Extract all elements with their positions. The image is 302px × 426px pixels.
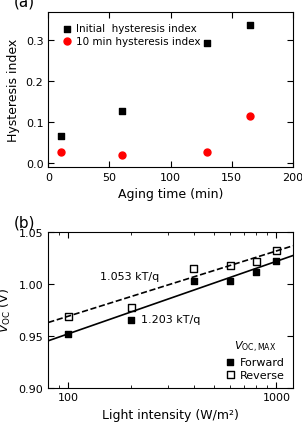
Initial  hysteresis index	[58, 134, 63, 141]
Reverse	[191, 265, 196, 272]
X-axis label: Light intensity (W/m²): Light intensity (W/m²)	[102, 408, 239, 421]
Text: 1.203 kT/q: 1.203 kT/q	[141, 314, 201, 325]
Text: (b): (b)	[14, 215, 36, 230]
Text: (a): (a)	[14, 0, 35, 10]
10 min hysteresis index	[119, 152, 124, 159]
Forward	[274, 258, 279, 265]
Y-axis label: Hysteresis index: Hysteresis index	[7, 39, 20, 142]
Legend: Initial  hysteresis index, 10 min hysteresis index: Initial hysteresis index, 10 min hystere…	[58, 21, 204, 50]
Forward	[228, 278, 233, 285]
Reverse	[274, 248, 279, 255]
Reverse	[129, 305, 133, 311]
Legend: Forward, Reverse: Forward, Reverse	[223, 337, 288, 382]
Forward	[254, 268, 259, 275]
Initial  hysteresis index	[205, 41, 210, 48]
10 min hysteresis index	[205, 149, 210, 155]
10 min hysteresis index	[58, 149, 63, 155]
Forward	[129, 317, 133, 324]
Reverse	[228, 262, 233, 269]
Y-axis label: $V_{\mathrm{OC}}$ (V): $V_{\mathrm{OC}}$ (V)	[0, 288, 13, 333]
Forward	[191, 278, 196, 285]
X-axis label: Aging time (min): Aging time (min)	[118, 188, 223, 201]
Initial  hysteresis index	[248, 23, 252, 29]
10 min hysteresis index	[248, 113, 252, 120]
Forward	[66, 331, 71, 337]
Initial  hysteresis index	[119, 109, 124, 115]
Reverse	[254, 258, 259, 265]
Reverse	[66, 313, 71, 320]
Text: 1.053 kT/q: 1.053 kT/q	[100, 271, 159, 281]
